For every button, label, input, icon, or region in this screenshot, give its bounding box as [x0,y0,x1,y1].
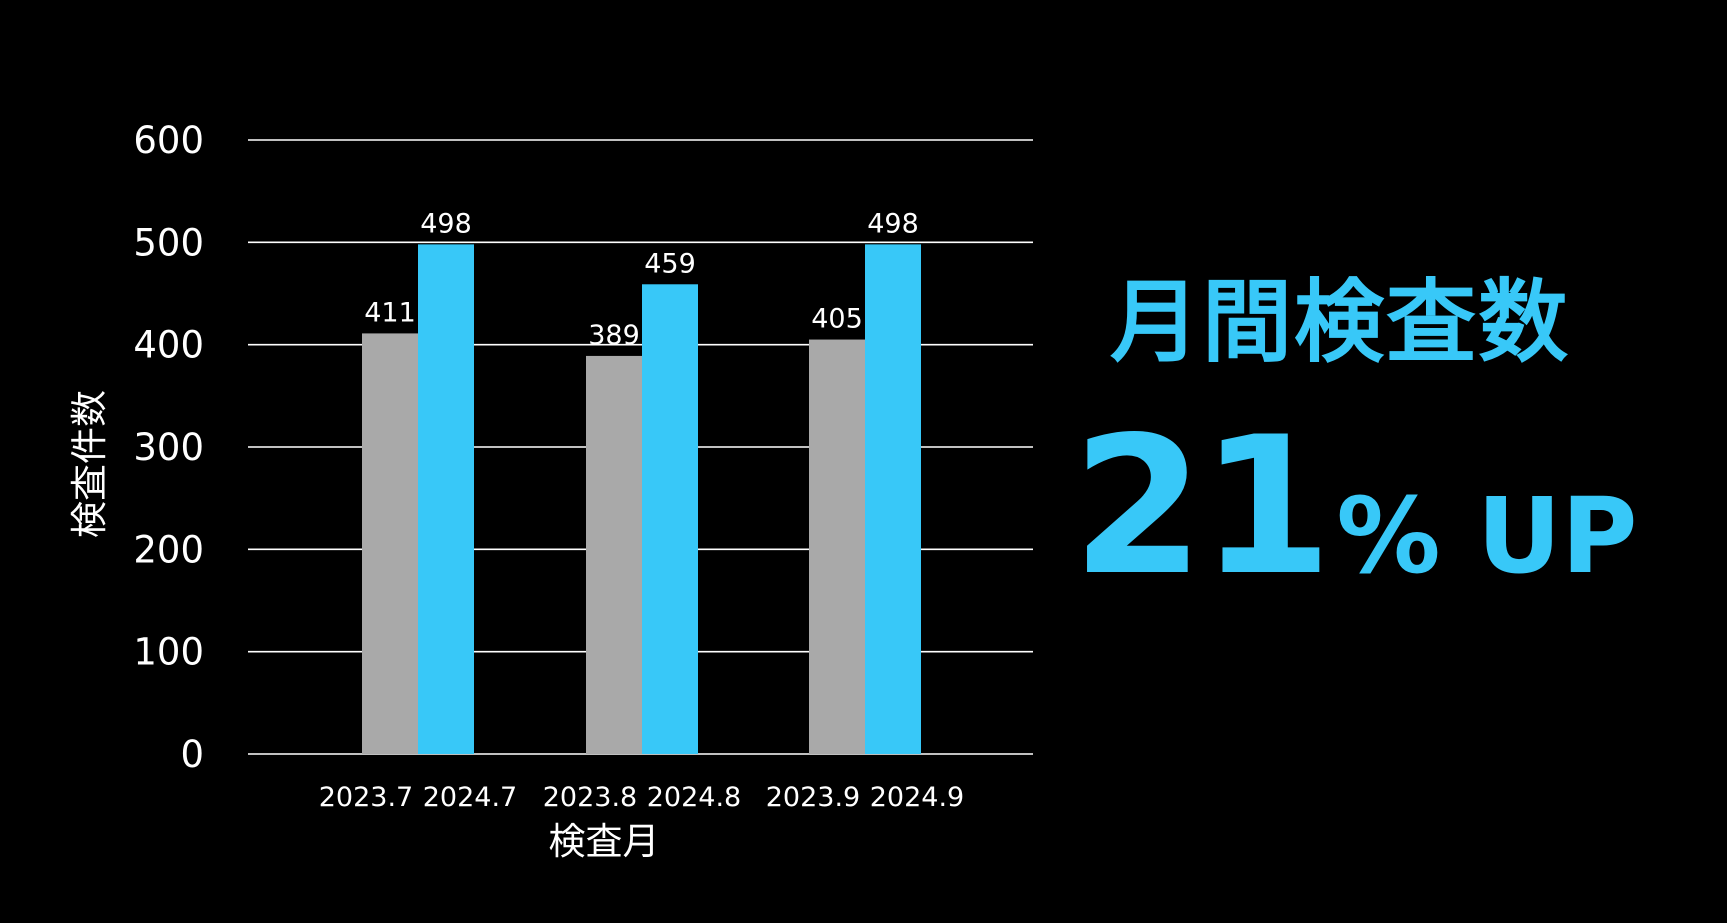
bar-2024.8 [642,284,698,754]
growth-number: 21 [1072,396,1332,617]
headline-title: 月間検査数 [1110,270,1570,375]
bar-chart: 0 100 200 300 400 500 600 411 2023.7 389 2023.8 405… [68,119,1033,863]
y-tick-label-400: 400 [133,324,204,367]
y-tick-label-600: 600 [133,119,204,162]
x-axis-title: 検査月 [549,820,660,863]
y-tick-label-500: 500 [133,221,204,264]
bar-2023.8 [586,355,642,754]
x-tick-label-2023.7: 2023.7 [319,782,413,813]
x-tick-label-2024.8: 2024.8 [647,782,741,813]
x-tick-label-2023.8: 2023.8 [543,782,637,813]
y-tick-label-0: 0 [180,733,204,776]
data-label-2024.9: 498 [867,208,919,239]
data-label-2023.9: 405 [811,304,863,335]
data-label-2024.8: 459 [644,248,696,279]
bar-2023.7 [362,333,418,754]
growth-suffix: % UP [1336,475,1638,597]
x-tick-label-2024.9: 2024.9 [870,782,964,813]
bar-2023.9 [809,339,865,754]
x-tick-label-2023.9: 2023.9 [766,782,860,813]
y-axis-title: 検査件数 [68,390,111,538]
y-tick-label-300: 300 [133,426,204,469]
bar-2024.9 [865,244,921,754]
growth-stat: 21% UP [1072,412,1638,602]
data-label-2024.7: 498 [420,208,472,239]
data-label-2023.7: 411 [364,297,416,328]
y-tick-label-100: 100 [133,631,204,674]
bar-2024.7 [418,244,474,754]
y-tick-label-200: 200 [133,528,204,571]
data-label-2023.8: 389 [588,320,640,351]
x-tick-label-2024.7: 2024.7 [423,782,517,813]
